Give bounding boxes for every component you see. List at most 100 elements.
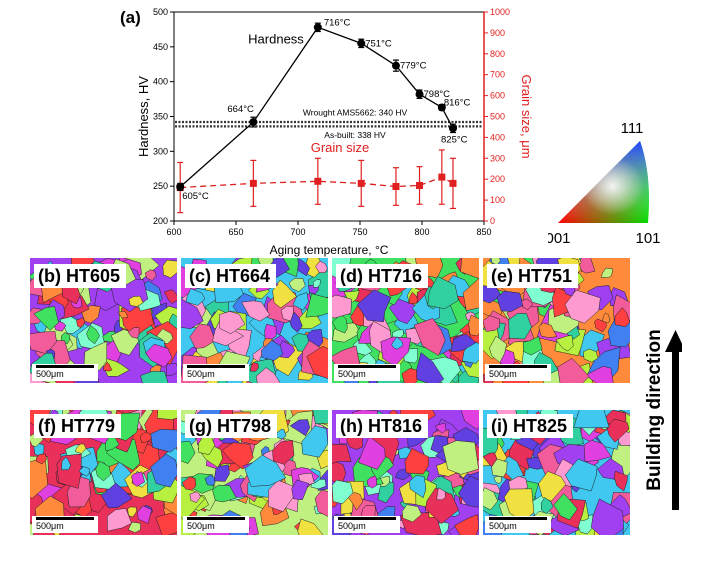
ebsd-grain [305,293,328,318]
ebsd-grain [427,276,459,309]
x-tick-label: 700 [290,227,305,237]
scale-bar-e: 500μm [485,364,551,381]
ebsd-grain [564,289,601,324]
ebsd-grain [409,475,427,499]
hardness-point-label: 605°C [182,191,209,202]
y-right-tick-label: 200 [490,174,505,184]
grain-size-series-label: Grain size [311,140,370,155]
grain-size-point [314,177,322,185]
ebsd-grain [356,289,392,323]
ebsd-grain [583,439,612,462]
ebsd-grain [268,479,295,513]
y-left-tick-label: 350 [153,112,168,122]
ebsd-grain [212,484,237,503]
ebsd-grain [590,498,624,535]
y-right-tick-label: 1000 [490,7,510,17]
ebsd-grain [442,440,479,475]
ebsd-grain [301,425,328,458]
ebsd-grain [332,479,354,505]
panel-e-label: (e) HT751 [487,264,579,288]
hardness-point [176,182,185,191]
hardness-point-label: 798°C [424,89,451,100]
ebsd-grain [272,279,297,309]
y-right-tick-label: 400 [490,132,505,142]
ebsd-grain [35,453,47,465]
ebsd-grain [181,440,196,464]
ebsd-grain [315,260,328,274]
hardness-point-label: 716°C [324,17,351,28]
ebsd-grain [553,493,578,521]
ebsd-grain [288,278,306,292]
scale-label-i: 500μm [489,521,517,531]
ebsd-grain [83,340,108,371]
ebsd-grain [602,312,611,324]
ebsd-grain [127,506,137,518]
ebsd-grain [557,357,590,383]
ebsd-grain [297,518,324,535]
ebsd-grain [144,269,157,281]
y-right-tick-label: 300 [490,153,505,163]
panel-a-label: (a) [120,8,141,27]
ebsd-grain [314,489,328,517]
ebsd-grain [565,458,598,492]
ebsd-grain [489,335,507,363]
scale-bar-c: 500μm [183,364,249,381]
ebsd-grain [483,487,498,511]
ebsd-grain [538,470,567,502]
ebsd-grain [613,470,628,492]
ebsd-grain [460,410,479,430]
ebsd-grain [521,298,534,311]
grain-size-point [438,173,446,181]
ebsd-grain [312,410,328,425]
ebsd-grain [145,343,173,368]
ebsd-grain [600,267,614,278]
ebsd-grain [388,298,416,325]
scale-label-d: 500μm [338,369,366,379]
ebsd-grain [127,327,140,339]
y-left-tick-label: 450 [153,42,168,52]
ebsd-grain [291,479,310,501]
scale-label-c: 500μm [187,369,215,379]
hardness-point-label: 816°C [444,97,471,108]
hardness-point [415,90,424,99]
ebsd-grain [181,298,204,329]
ebsd-grain [332,294,352,319]
ebsd-grain [458,475,479,508]
ebsd-grain [128,295,144,307]
ebsd-grain [162,259,177,279]
ebsd-grain [508,313,532,340]
ebsd-grain [292,292,309,311]
ebsd-grain [436,487,446,501]
ebsd-grain [280,305,294,322]
ebsd-grain [434,422,447,434]
grain-size-point [357,179,365,187]
ebsd-grain [614,307,630,327]
x-tick-label: 750 [352,227,367,237]
ebsd-grain [255,367,281,383]
building-direction-arrow [665,330,682,510]
scale-bar-g: 500μm [183,516,249,533]
ebsd-grain [249,362,259,372]
panel-f-label: (f) HT779 [34,414,122,438]
ipf-color-key: 111 001 101 [548,120,661,245]
ebsd-grain [150,453,177,488]
ebsd-grain [86,325,100,345]
reference-label-wrought: Wrought AMS5662: 340 HV [303,107,408,117]
ebsd-grain [450,334,477,352]
ebsd-grain [213,464,230,482]
ebsd-grain [150,428,177,453]
y-right-tick-label: 900 [490,28,505,38]
ebsd-grain [462,340,479,364]
ipf-101-label: 101 [635,230,660,245]
x-tick-label: 600 [166,227,181,237]
hardness-point [313,23,322,32]
x-tick-label: 850 [476,227,491,237]
hardness-point [449,124,457,133]
ebsd-grain [163,289,177,304]
scale-label-f: 500μm [36,521,64,531]
ebsd-grain [460,258,479,279]
x-tick-label: 650 [228,227,243,237]
scale-bar-d: 500μm [334,364,400,381]
ebsd-grain [462,277,479,311]
ebsd-grain [555,335,574,352]
